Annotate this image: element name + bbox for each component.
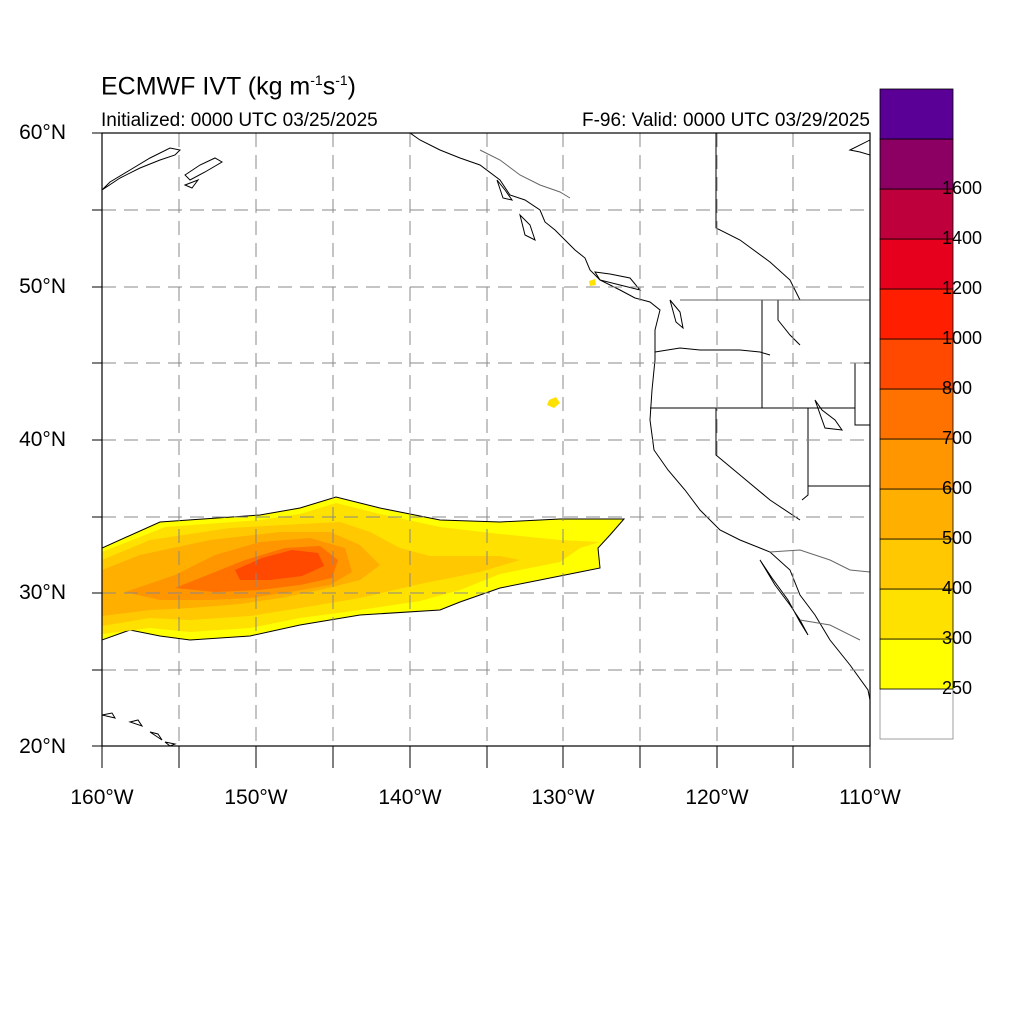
colorbar-label: 1600 bbox=[942, 178, 983, 198]
colorbar bbox=[879, 88, 954, 740]
colorbar-label: 1200 bbox=[942, 278, 983, 298]
colorbar-swatch bbox=[879, 288, 954, 340]
lon-label-130w: 130°W bbox=[531, 786, 595, 809]
lon-label-160w: 160°W bbox=[70, 786, 134, 809]
init-time: Initialized: 0000 UTC 03/25/2025 bbox=[101, 110, 378, 131]
colorbar-label: 500 bbox=[942, 528, 973, 548]
lon-label-120w: 120°W bbox=[685, 786, 749, 809]
colorbar-swatch bbox=[879, 488, 954, 540]
colorbar-label: 700 bbox=[942, 428, 973, 448]
lat-label-40: 40°N bbox=[19, 428, 66, 451]
political-borders bbox=[650, 133, 870, 521]
colorbar-label: 300 bbox=[942, 628, 973, 648]
colorbar-label: 800 bbox=[942, 378, 973, 398]
colorbar-label: 400 bbox=[942, 578, 973, 598]
small-ivt-blob bbox=[589, 279, 596, 286]
lat-label-60: 60°N bbox=[19, 121, 66, 144]
colorbar-label: 1400 bbox=[942, 228, 983, 248]
colorbar-swatch bbox=[879, 138, 954, 190]
colorbar-swatch bbox=[879, 388, 954, 440]
colorbar-swatch bbox=[879, 638, 954, 690]
colorbar-swatch bbox=[879, 88, 954, 140]
colorbar-swatch bbox=[879, 438, 954, 490]
colorbar-swatch bbox=[879, 338, 954, 390]
lat-lon-grid bbox=[102, 133, 870, 746]
other-borders bbox=[479, 149, 870, 641]
lat-label-20: 20°N bbox=[19, 735, 66, 758]
colorbar-swatch bbox=[879, 588, 954, 640]
lat-label-30: 30°N bbox=[19, 581, 66, 604]
colorbar-label: 1000 bbox=[942, 328, 983, 348]
ivt-plume bbox=[102, 279, 626, 641]
lon-label-140w: 140°W bbox=[378, 786, 442, 809]
map-title: ECMWF IVT (kg m-1s-1) bbox=[101, 72, 356, 101]
colorbar-label: 250 bbox=[942, 678, 973, 698]
tick-marks bbox=[92, 132, 871, 768]
lon-label-150w: 150°W bbox=[224, 786, 288, 809]
colorbar-label: 600 bbox=[942, 478, 973, 498]
lat-label-50: 50°N bbox=[19, 275, 66, 298]
lon-label-110w: 110°W bbox=[839, 786, 901, 809]
ivt-800 bbox=[235, 550, 324, 580]
valid-time: F-96: Valid: 0000 UTC 03/29/2025 bbox=[582, 110, 870, 131]
coastlines bbox=[102, 133, 870, 746]
colorbar-swatch bbox=[879, 538, 954, 590]
small-ivt-blob bbox=[547, 397, 560, 408]
colorbar-swatch bbox=[879, 188, 954, 240]
